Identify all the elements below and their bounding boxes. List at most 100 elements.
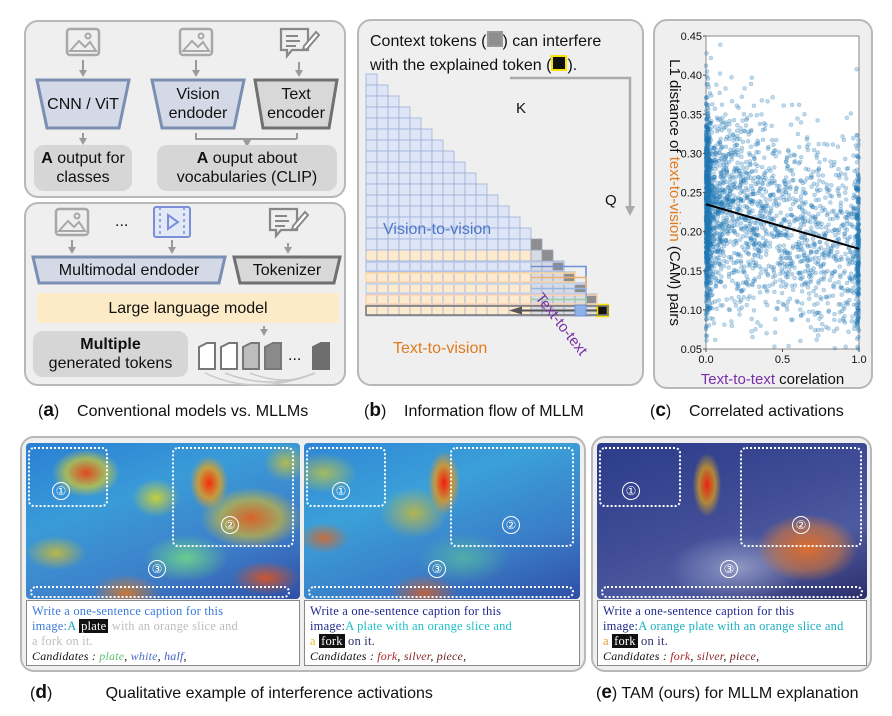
scatter-point bbox=[704, 162, 709, 168]
scatter-point bbox=[710, 145, 716, 151]
scatter-point bbox=[783, 218, 788, 224]
scatter-point bbox=[801, 258, 806, 263]
scatter-point bbox=[723, 225, 728, 231]
scatter-point bbox=[753, 142, 758, 147]
attention-cell bbox=[497, 249, 510, 262]
scatter-point bbox=[776, 187, 782, 193]
scatter-point bbox=[705, 199, 710, 204]
scatter-point bbox=[713, 220, 718, 225]
scatter-point bbox=[784, 213, 790, 218]
scatter-point bbox=[714, 148, 720, 153]
scatter-point bbox=[713, 195, 719, 201]
scatter-point bbox=[707, 213, 713, 219]
scatter-point bbox=[848, 211, 854, 217]
attention-matrix bbox=[365, 73, 635, 318]
scatter-point bbox=[705, 222, 710, 227]
scatter-point bbox=[708, 228, 714, 233]
scatter-point bbox=[704, 225, 710, 230]
scatter-point bbox=[763, 243, 769, 249]
scatter-point bbox=[855, 171, 860, 177]
scatter-point bbox=[706, 116, 711, 121]
scatter-point bbox=[704, 251, 709, 257]
scatter-point bbox=[704, 180, 710, 186]
scatter-point bbox=[705, 242, 711, 247]
y-tick-label: 0.05 bbox=[681, 344, 702, 356]
scatter-point bbox=[704, 178, 709, 183]
scatter-point bbox=[852, 237, 858, 243]
scatter-point bbox=[708, 220, 714, 226]
scatter-point bbox=[719, 189, 725, 195]
attention-cell bbox=[475, 205, 488, 218]
scatter-point bbox=[854, 336, 860, 341]
marker-3: ③ bbox=[148, 560, 166, 578]
scatter-point bbox=[710, 217, 715, 223]
scatter-point bbox=[743, 180, 749, 186]
scatter-point bbox=[855, 133, 860, 138]
scatter-point bbox=[704, 217, 709, 223]
scatter-point bbox=[802, 235, 808, 240]
scatter-point bbox=[705, 257, 711, 262]
scatter-point bbox=[704, 197, 710, 203]
scatter-point bbox=[855, 187, 860, 193]
scatter-point bbox=[707, 198, 713, 203]
scatter-point bbox=[718, 174, 723, 180]
attention-cell bbox=[387, 205, 400, 218]
scatter-point bbox=[853, 312, 859, 317]
scatter-point bbox=[777, 243, 782, 249]
scatter-point bbox=[715, 248, 721, 254]
scatter-point bbox=[719, 201, 724, 207]
scatter-point bbox=[855, 291, 860, 296]
scatter-point bbox=[707, 211, 713, 217]
scatter-point bbox=[729, 172, 734, 178]
scatter-point bbox=[798, 338, 803, 344]
scatter-point bbox=[719, 179, 724, 184]
scatter-point bbox=[722, 177, 727, 182]
scatter-point bbox=[743, 217, 748, 223]
scatter-point bbox=[756, 245, 762, 250]
scatter-point bbox=[778, 248, 783, 253]
scatter-point bbox=[706, 323, 712, 328]
scatter-point bbox=[704, 255, 709, 260]
scatter-point bbox=[798, 221, 804, 227]
scatter-point bbox=[770, 173, 776, 178]
scatter-point bbox=[747, 151, 752, 156]
scatter-point bbox=[746, 259, 751, 265]
scatter-point bbox=[752, 237, 757, 243]
scatter-point bbox=[708, 137, 714, 143]
scatter-point bbox=[822, 247, 827, 253]
scatter-point bbox=[708, 232, 713, 237]
scatter-point bbox=[786, 219, 792, 225]
scatter-point bbox=[769, 180, 775, 185]
scatter-point bbox=[741, 247, 747, 252]
scatter-point bbox=[767, 232, 773, 237]
scatter-point bbox=[718, 221, 724, 227]
scatter-point bbox=[810, 236, 816, 242]
scatter-point bbox=[703, 275, 709, 281]
scatter-point bbox=[704, 194, 710, 199]
scatter-point bbox=[854, 297, 859, 302]
scatter-point bbox=[704, 178, 709, 183]
scatter-point bbox=[817, 310, 822, 316]
scatter-point bbox=[854, 278, 860, 283]
scatter-point bbox=[704, 147, 710, 153]
scatter-point bbox=[705, 163, 711, 168]
scatter-point bbox=[849, 210, 854, 216]
scatter-point bbox=[706, 178, 712, 183]
scatter-point bbox=[703, 193, 709, 198]
scatter-point bbox=[704, 280, 709, 286]
scatter-point bbox=[704, 146, 709, 151]
scatter-point bbox=[712, 255, 717, 260]
scatter-point bbox=[767, 179, 772, 184]
scatter-point bbox=[723, 172, 728, 178]
scatter-point bbox=[855, 280, 860, 286]
scatter-point bbox=[713, 280, 719, 285]
attention-cell bbox=[387, 128, 400, 141]
scatter-point bbox=[709, 287, 715, 292]
scatter-point bbox=[708, 55, 714, 61]
scatter-point bbox=[708, 251, 714, 256]
scatter-point bbox=[707, 221, 712, 227]
scatter-point bbox=[753, 327, 758, 332]
scatter-point bbox=[712, 337, 718, 343]
scatter-point bbox=[704, 158, 709, 163]
scatter-point bbox=[704, 185, 709, 190]
